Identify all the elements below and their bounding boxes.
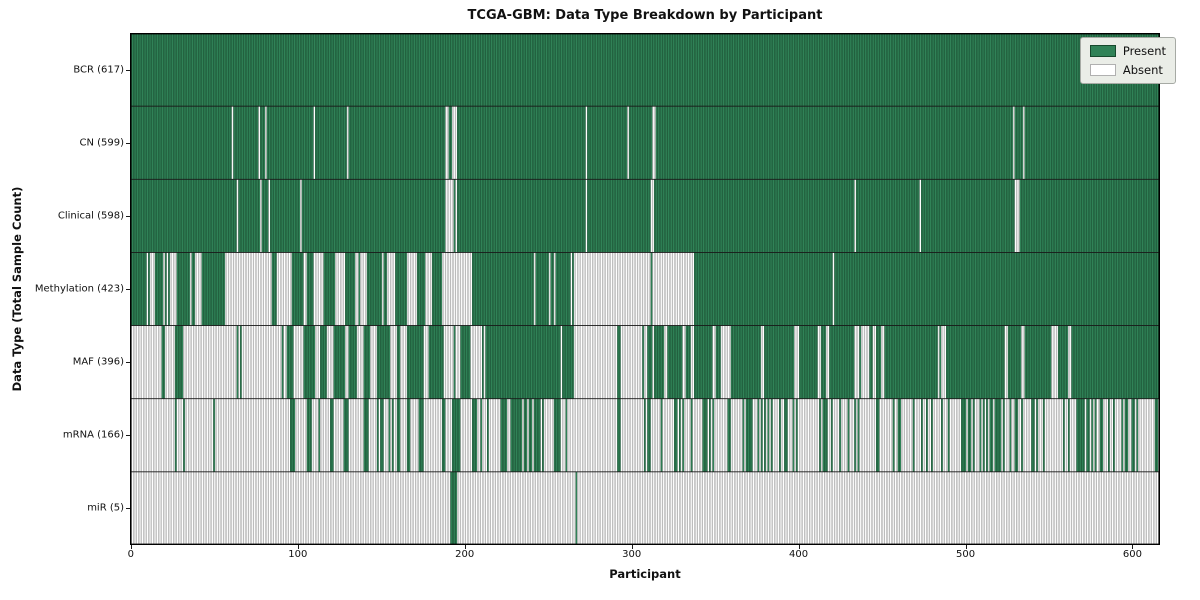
legend-present-swatch xyxy=(1089,45,1116,57)
plot-area: Present Absent xyxy=(130,33,1176,545)
heatmap-row-MAF xyxy=(130,325,1160,399)
x-tick-mark xyxy=(798,545,800,549)
y-tick-mark xyxy=(126,435,130,437)
y-tick-mark xyxy=(126,362,130,364)
y-tick-mark xyxy=(126,508,130,510)
legend-absent-label: Absent xyxy=(1122,63,1163,77)
x-tick-label-100: 100 xyxy=(288,549,308,560)
y-tick-label-Methylation: Methylation (423) xyxy=(34,283,124,295)
y-tick-label-MAF: MAF (396) xyxy=(72,356,124,368)
x-tick-mark xyxy=(965,545,967,549)
y-tick-label-mRNA: mRNA (166) xyxy=(62,429,124,441)
heatmap-row-BCR xyxy=(130,33,1160,107)
legend: Present Absent xyxy=(1079,37,1176,84)
heatmap-row-CN xyxy=(130,105,1160,180)
x-tick-mark xyxy=(297,545,299,549)
y-axis-ticks: BCR (617) CN (599) Clinical (598) Methylati… xyxy=(0,0,130,600)
x-tick-mark xyxy=(464,545,466,549)
y-tick-label-BCR: BCR (617) xyxy=(73,64,124,76)
x-tick-label-200: 200 xyxy=(455,549,475,560)
legend-present-label: Present xyxy=(1122,44,1166,58)
legend-absent-swatch xyxy=(1089,64,1116,76)
x-tick-mark xyxy=(1132,545,1134,549)
heatmap-row-miR xyxy=(130,471,1160,545)
y-tick-mark xyxy=(126,69,130,71)
x-axis-title: Participant xyxy=(609,567,681,581)
x-tick-label-0: 0 xyxy=(127,549,135,560)
heatmap-row-Clinical xyxy=(130,179,1160,253)
x-tick-mark xyxy=(631,545,633,549)
heatmap-row-mRNA xyxy=(130,398,1160,473)
x-tick-mark xyxy=(130,545,132,549)
y-tick-label-Clinical: Clinical (598) xyxy=(57,210,124,222)
y-tick-mark xyxy=(126,289,130,290)
y-tick-mark xyxy=(126,215,130,217)
y-tick-label-CN: CN (599) xyxy=(79,137,124,149)
y-tick-label-miR: miR (5) xyxy=(87,502,124,514)
x-tick-label-500: 500 xyxy=(955,549,976,560)
y-tick-mark xyxy=(126,142,130,144)
heatmap-canvas xyxy=(130,33,1160,545)
heatmap-row-Methylation xyxy=(130,252,1160,326)
x-tick-label-400: 400 xyxy=(789,549,809,560)
chart-title: TCGA-GBM: Data Type Breakdown by Partici… xyxy=(467,8,823,23)
legend-entry-absent: Absent xyxy=(1089,63,1166,77)
x-tick-label-300: 300 xyxy=(622,549,642,560)
x-tick-label-600: 600 xyxy=(1122,549,1142,560)
legend-entry-present: Present xyxy=(1089,44,1166,58)
